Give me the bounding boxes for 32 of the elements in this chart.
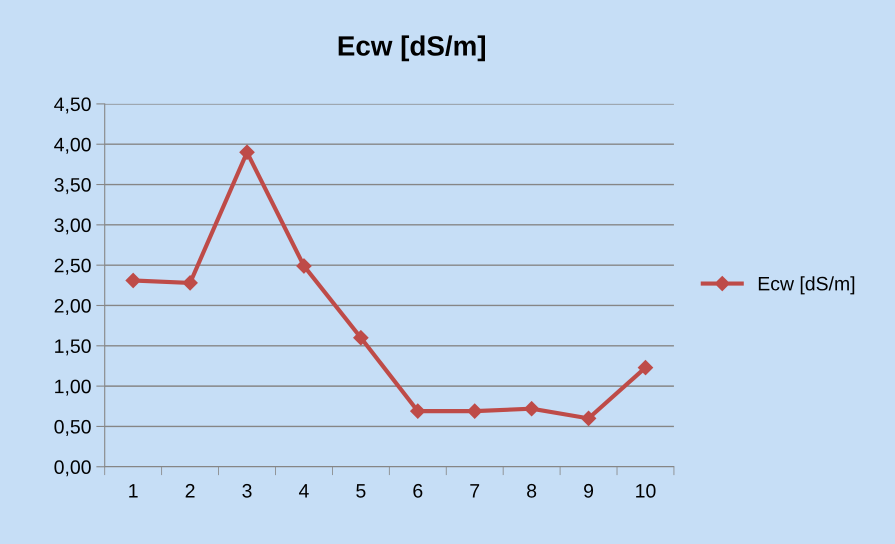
point [126,272,141,288]
point [410,404,426,419]
x-tick-label: 8 [527,484,536,498]
y-tick-label: 2,00 [54,298,91,316]
y-tick-label: 4,50 [54,97,91,114]
y-tick-label: 3,00 [54,218,91,234]
point [182,275,198,290]
x-tick-label: 3 [242,484,252,498]
point [353,330,368,346]
point [524,401,540,416]
y-tick-label: 1,50 [55,339,91,356]
x-tick-label: 4 [298,484,309,498]
point [296,258,312,274]
x-tick-label: 6 [413,484,422,498]
chart-title: Ecw [dS/m] [338,35,485,62]
x-tick-label: 2 [186,484,195,498]
y-tick-label: 2,50 [54,258,91,275]
point [467,404,482,419]
y-tick-label: 4,00 [54,138,91,154]
x-tick-label: 9 [584,484,594,498]
x-tick-label: 5 [356,484,366,498]
y-tick-label: 1,00 [55,380,91,396]
point [638,360,654,376]
x-tick-label: 7 [470,484,480,498]
x-tick-label: 1 [129,484,138,498]
x-tick-label: 10 [636,484,656,498]
y-tick-label: 3,50 [54,178,91,194]
point [580,410,596,426]
point [239,144,255,160]
y-tick-label: 0,00 [54,460,91,476]
legend-label: Ecw [dS/m] [758,276,854,294]
y-tick-label: 0,50 [54,420,91,436]
